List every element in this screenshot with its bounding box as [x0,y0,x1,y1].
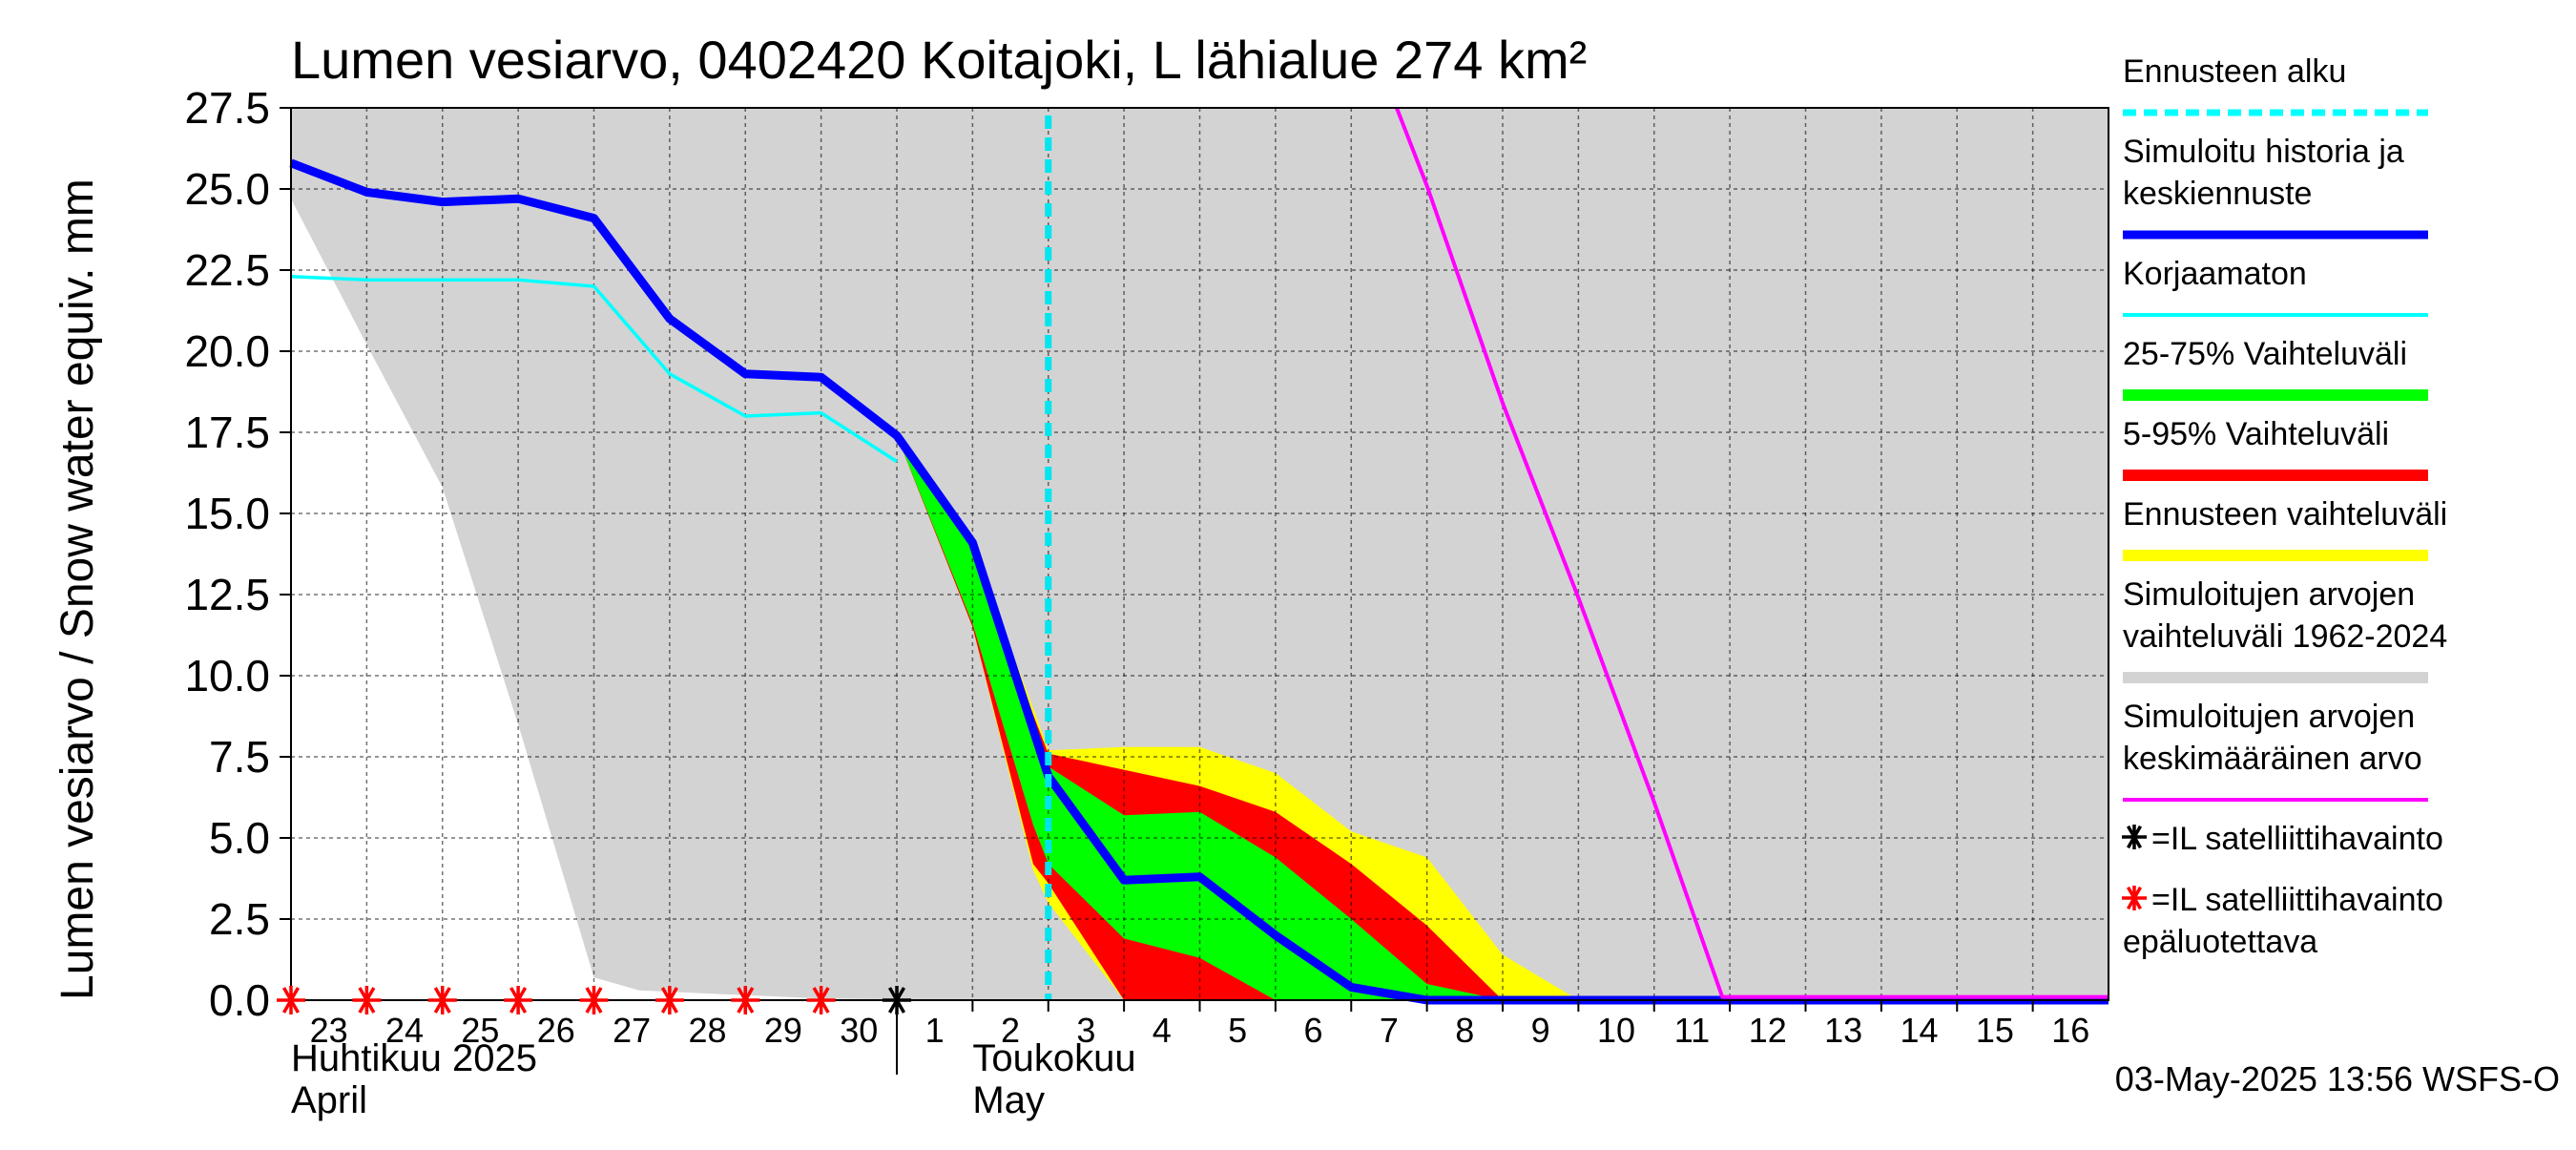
legend-label: keskiennuste [2123,176,2312,212]
x-tick-label: 14 [1901,1011,1939,1050]
month-label-en: May [972,1079,1045,1121]
y-tick-label: 15.0 [184,489,270,538]
month-label: Toukokuu [972,1037,1135,1079]
x-tick-label: 16 [2051,1011,2089,1050]
legend-label: =IL satelliittihavainto [2151,882,2443,918]
legend-label: vaihteluväli 1962-2024 [2123,618,2447,655]
month-label-en: April [291,1079,367,1121]
x-tick-label: 8 [1455,1011,1474,1050]
x-tick-label: 7 [1380,1011,1399,1050]
legend-label: keskimääräinen arvo [2123,741,2422,777]
legend-label: =IL satelliittihavainto [2151,821,2443,857]
y-tick-label: 27.5 [184,83,270,133]
y-tick-label: 17.5 [184,408,270,457]
chart-title: Lumen vesiarvo, 0402420 Koitajoki, L läh… [291,30,1587,90]
observation-unreliable-marker [277,986,305,1014]
x-tick-label: 13 [1824,1011,1862,1050]
x-tick-label: 15 [1976,1011,2014,1050]
legend-label: Ennusteen alku [2123,53,2346,90]
x-tick-label: 6 [1304,1011,1323,1050]
legend-label: 5-95% Vaihteluväli [2123,416,2389,452]
legend-label: Simuloitujen arvojen [2123,576,2415,613]
x-tick-label: 26 [537,1011,575,1050]
timestamp: 03-May-2025 13:56 WSFS-O [2115,1059,2560,1098]
y-tick-label: 22.5 [184,245,270,295]
y-tick-label: 10.0 [184,651,270,700]
x-tick-label: 11 [1674,1011,1710,1050]
observation-unreliable-marker [427,986,457,1014]
x-tick-label: 2 [1001,1011,1020,1050]
series-line-korjaamaton [290,275,898,464]
legend-label: 25-75% Vaihteluväli [2123,336,2407,372]
observation-unreliable-marker [352,986,382,1014]
x-tick-label: 28 [689,1011,727,1050]
observation-marker [883,986,911,1014]
y-tick-label: 0.0 [209,975,270,1025]
observation-unreliable-marker [806,986,836,1014]
legend-label: Ennusteen vaihteluväli [2123,496,2447,533]
y-tick-label: 5.0 [209,813,270,863]
x-tick-label: 12 [1749,1011,1787,1050]
x-tick-label: 9 [1531,1011,1550,1050]
band-25-75-vaihteluvali [897,435,1579,1000]
legend-label: Korjaamaton [2123,256,2307,292]
series-line-simuloitujen-arvojen-keskimaarainen-arvo [1395,107,2109,999]
legend-label: Simuloitu historia ja [2123,134,2404,170]
legend-label: epäluotettava [2123,924,2317,960]
x-tick-label: 1 [925,1011,945,1050]
y-tick-label: 25.0 [184,164,270,214]
observation-unreliable-marker [731,986,760,1014]
x-tick-label: 23 [310,1011,348,1050]
y-tick-label: 7.5 [209,732,270,782]
x-tick-label: 4 [1153,1011,1172,1050]
y-tick-label: 12.5 [184,570,270,619]
month-label: Huhtikuu 2025 [291,1037,537,1079]
x-tick-label: 29 [764,1011,802,1050]
y-tick-label: 20.0 [184,326,270,376]
observation-unreliable-marker [654,986,684,1014]
legend-marker-il-satelliittihavainto-epaluotettava [2122,886,2147,910]
legend-marker-il-satelliittihavainto [2122,825,2147,849]
x-tick-label: 24 [385,1011,424,1050]
x-tick-label: 30 [840,1011,878,1050]
observation-unreliable-marker [579,986,609,1014]
legend-label: Simuloitujen arvojen [2123,699,2415,735]
x-tick-label: 27 [613,1011,651,1050]
x-tick-label: 10 [1597,1011,1635,1050]
y-tick-label: 2.5 [209,894,270,944]
observation-unreliable-marker [504,986,533,1014]
y-axis-label: Lumen vesiarvo / Snow water equiv. mm [52,178,103,1000]
x-tick-label: 3 [1076,1011,1095,1050]
x-tick-label: 25 [461,1011,499,1050]
x-tick-label: 5 [1228,1011,1247,1050]
